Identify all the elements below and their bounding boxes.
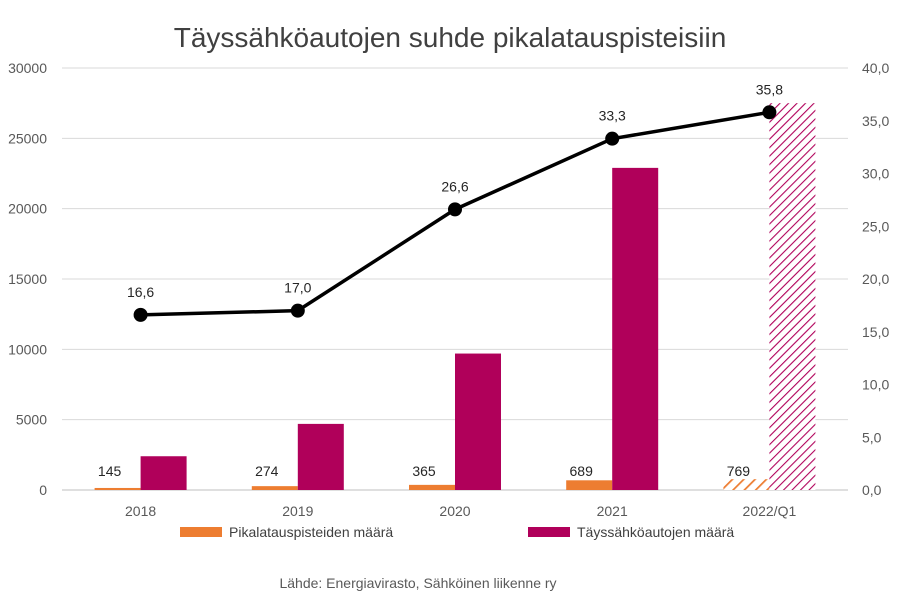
right-tick-label: 10,0 [862,377,889,393]
right-tick-label: 25,0 [862,218,889,234]
bars: 145 274 365 689 769 [94,103,816,491]
line-data-label: 26,6 [441,178,468,194]
bar-bev-count [297,423,344,490]
left-tick-label: 25000 [8,130,47,146]
bar-charging-points [94,487,141,490]
category-labels: 2018 2019 2020 2021 2022/Q1 [125,503,796,519]
legend-swatch-charging-points [180,527,222,537]
category-label: 2022/Q1 [743,503,797,519]
ratio-line: 16,6 17,0 26,6 33,3 35,8 [127,81,783,322]
right-tick-label: 35,0 [862,113,889,129]
bar-data-label: 145 [98,463,122,479]
left-tick-label: 10000 [8,341,47,357]
category-label: 2018 [125,503,156,519]
line-data-label: 35,8 [756,81,783,97]
bar-bev-count [455,353,501,490]
left-tick-label: 15000 [8,271,47,287]
chart-title: Täyssähköautojen suhde pikalatauspisteis… [174,22,727,53]
legend: Pikalatauspisteiden määrä Täyssähköautoje… [180,524,734,540]
left-tick-label: 20000 [8,201,47,217]
right-tick-label: 20,0 [862,271,889,287]
line-point [133,307,148,322]
right-tick-label: 5,0 [862,429,882,445]
right-tick-label: 30,0 [862,166,889,182]
bar-charging-points [566,480,613,490]
category-label: 2019 [282,503,313,519]
legend-swatch-bev-count [528,527,570,537]
bar-data-label: 769 [727,463,751,479]
bar-data-label: 365 [412,463,436,479]
right-tick-label: 15,0 [862,324,889,340]
line-data-label: 17,0 [284,280,311,296]
bar-charging-points [409,484,455,490]
left-tick-label: 0 [39,482,47,498]
line-point [762,105,777,120]
left-tick-label: 5000 [16,412,47,428]
bar-charging-points [723,479,770,490]
bar-bev-count [769,103,816,491]
line-data-label: 16,6 [127,284,154,300]
line-point [605,131,620,146]
line-data-label: 33,3 [599,108,626,124]
line-point [448,202,462,217]
right-tick-label: 40,0 [862,60,889,76]
legend-label-charging-points: Pikalatauspisteiden määrä [229,524,393,540]
right-tick-label: 0,0 [862,482,882,498]
right-axis-ticks: 0,0 5,0 10,0 15,0 20,0 25,0 30,0 35,0 40,0 [862,60,889,498]
bar-bev-count [612,167,659,490]
category-label: 2020 [439,503,470,519]
bar-data-label: 274 [255,463,279,479]
bar-charging-points [251,486,298,490]
bar-bev-count [140,456,187,490]
category-label: 2021 [597,503,628,519]
bar-data-label: 689 [570,463,594,479]
left-tick-label: 30000 [8,60,47,76]
left-axis-ticks: 0 5000 10000 15000 20000 25000 30000 [8,60,47,498]
source-note: Lähde: Energiavirasto, Sähköinen liikenn… [279,575,556,591]
line-point [290,303,305,318]
legend-label-bev-count: Täyssähköautojen määrä [577,524,734,540]
